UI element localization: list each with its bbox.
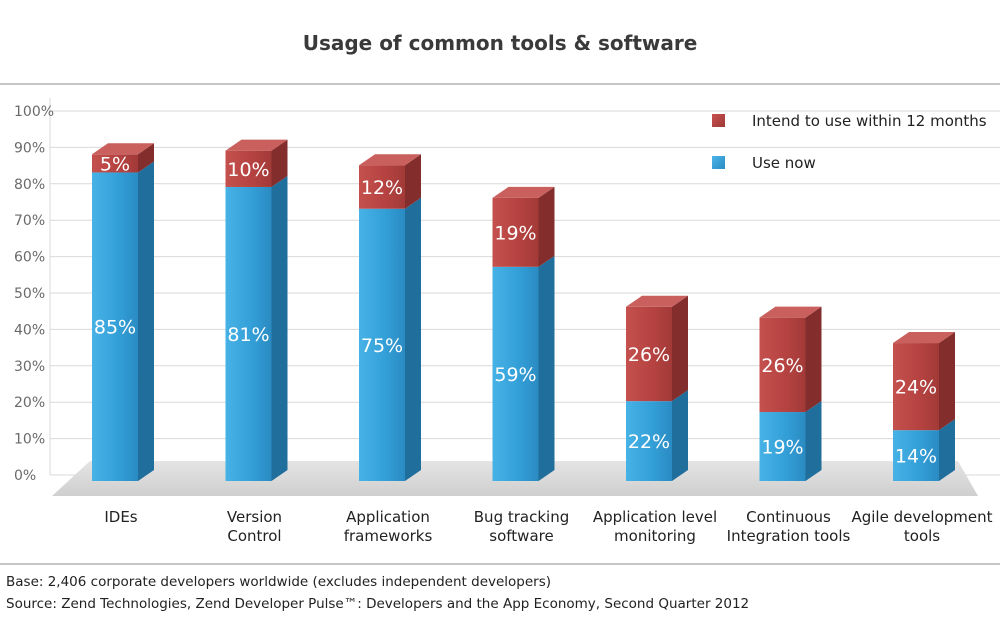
bar-intend-side [271, 139, 288, 187]
y-axis-tick-labels: 0% 10% 20% 30% 40% 50% 60% 70% 80% 90% 100% [14, 104, 54, 484]
bar-stack: 75% 12% [359, 154, 421, 481]
bar-use-now-side [138, 161, 154, 481]
bar-intend [893, 343, 939, 431]
data-label-use-now: 81% [227, 324, 269, 346]
bar-use-now-side [271, 175, 288, 481]
bar-use-now [893, 430, 939, 481]
data-label-use-now: 22% [628, 431, 670, 453]
bar-top [759, 306, 822, 318]
data-label-use-now: 85% [94, 317, 136, 339]
y-tick-label: 40% [14, 322, 45, 338]
legend-label-intend: Intend to use within 12 months [752, 112, 987, 130]
y-tick-label: 60% [14, 250, 45, 266]
y-tick-label: 100% [14, 104, 54, 120]
bar-use-now-side [538, 255, 555, 481]
y-tick-label: 30% [14, 359, 45, 375]
x-category-label: IDEs [104, 508, 137, 526]
bar-intend-side [939, 332, 955, 431]
bar-stacks: 85% 5% 81% 10% 75% 12% 59% 19% 22% 26% 19% 26% 14% 24… [92, 139, 955, 481]
x-category-label: Application level monitoring [593, 508, 717, 545]
bar-use-now [92, 172, 138, 481]
legend-swatch-use-now [712, 156, 725, 169]
bar-intend [492, 197, 539, 267]
data-label-use-now: 75% [361, 335, 403, 357]
footnote-source: Source: Zend Technologies, Zend Develope… [6, 596, 749, 612]
data-label-use-now: 14% [895, 446, 937, 468]
x-category-label: Agile development tools [851, 508, 992, 545]
x-category-label: Bug tracking software [474, 508, 569, 545]
bar-use-now [225, 186, 272, 481]
bar-intend [225, 150, 272, 187]
x-axis-category-labels: IDEs Version Control Application frameworks B… [104, 508, 992, 545]
y-tick-label: 10% [14, 432, 45, 448]
x-category-label: Continuous Integration tools [727, 508, 851, 545]
bar-use-now-side [405, 197, 421, 481]
bar-use-now [492, 266, 539, 481]
data-label-intend: 10% [227, 159, 269, 181]
bar-intend-side [805, 306, 822, 413]
bar-stack: 19% 26% [759, 306, 822, 481]
y-tick-label: 20% [14, 395, 45, 411]
bar-top [225, 139, 288, 151]
legend-swatch-intend [712, 114, 725, 127]
bar-use-now [626, 401, 672, 481]
bar-intend [359, 165, 405, 209]
y-tick-label: 90% [14, 140, 45, 156]
footnote-base: Base: 2,406 corporate developers worldwi… [6, 574, 551, 590]
bar-use-now-side [805, 401, 822, 481]
bar-top [492, 186, 555, 198]
chart-title: Usage of common tools & software [303, 31, 698, 55]
bar-top [893, 332, 955, 344]
bar-intend-side [405, 154, 421, 209]
bar-intend [626, 306, 672, 402]
bar-top [359, 154, 421, 166]
bar-stack: 14% 24% [893, 332, 955, 481]
data-label-intend: 24% [895, 377, 937, 399]
bar-intend-side [138, 143, 154, 173]
bar-stack: 81% 10% [225, 139, 288, 481]
data-label-intend: 12% [361, 177, 403, 199]
data-label-intend: 5% [100, 153, 130, 175]
bar-use-now-side [672, 390, 688, 481]
bar-stack: 59% 19% [492, 186, 555, 481]
bar-stack: 22% 26% [626, 295, 688, 481]
bar-intend-side [672, 295, 688, 402]
y-tick-label: 80% [14, 177, 45, 193]
bar-top [626, 295, 688, 307]
legend: Intend to use within 12 months Use now [712, 112, 987, 172]
bar-stack: 85% 5% [92, 143, 154, 481]
bar-intend [92, 154, 138, 173]
bar-top [92, 143, 154, 155]
x-category-label: Version Control [227, 508, 282, 545]
y-tick-label: 50% [14, 286, 45, 302]
data-label-intend: 26% [761, 355, 803, 377]
bar-use-now [759, 412, 806, 481]
bar-use-now [359, 208, 405, 481]
x-category-label: Application frameworks [344, 508, 433, 545]
data-label-intend: 19% [494, 222, 536, 244]
bar-intend [759, 317, 806, 413]
data-label-intend: 26% [628, 344, 670, 366]
legend-label-use-now: Use now [752, 154, 816, 172]
data-label-use-now: 59% [494, 364, 536, 386]
bar-intend-side [538, 186, 555, 267]
y-tick-label: 70% [14, 213, 45, 229]
y-tick-label: 0% [14, 468, 36, 484]
bar-use-now-side [939, 419, 955, 481]
data-label-use-now: 19% [761, 437, 803, 459]
